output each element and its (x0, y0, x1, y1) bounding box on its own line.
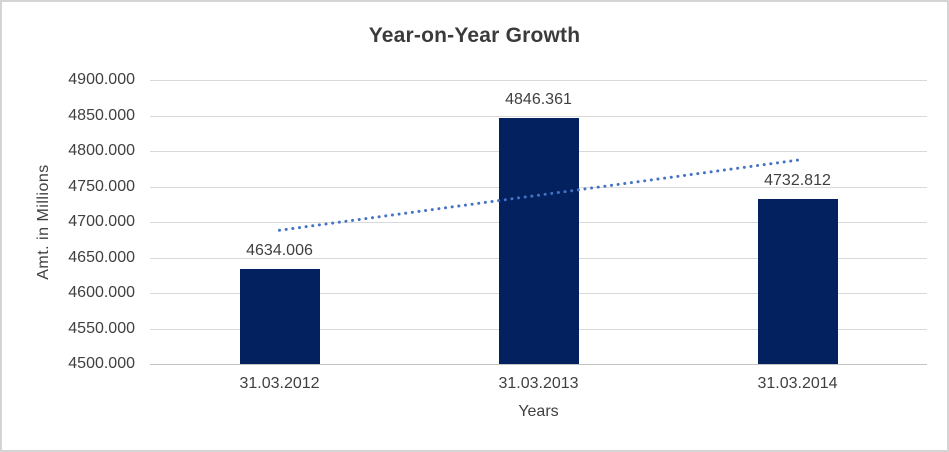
y-tick-label: 4900.000 (68, 71, 135, 88)
x-tick-label: 31.03.2012 (239, 375, 320, 392)
x-tick-label: 31.03.2014 (757, 375, 838, 392)
bar (498, 118, 579, 364)
gridline (150, 80, 927, 81)
chart-title: Year-on-Year Growth (368, 24, 581, 47)
y-tick-label: 4650.000 (68, 248, 135, 266)
y-tick-label: 4700.000 (68, 213, 135, 230)
y-tick-label: 4850.000 (68, 106, 135, 124)
bar (757, 198, 838, 364)
bar-data-label: 4732.812 (764, 171, 831, 189)
y-tick-label: 4750.000 (68, 177, 135, 195)
bar (239, 268, 320, 364)
y-tick-label: 4500.000 (68, 355, 135, 372)
y-tick-label: 4550.000 (68, 319, 135, 337)
y-tick-label: 4600.000 (68, 284, 135, 301)
x-axis-title: Years (518, 403, 559, 420)
gridline (150, 115, 927, 117)
plot-area (150, 80, 927, 365)
y-tick-label: 4800.000 (68, 142, 135, 159)
x-axis-line (150, 364, 927, 365)
bar-data-label: 4846.361 (505, 91, 572, 109)
bar-data-label: 4634.006 (246, 241, 313, 259)
x-tick-label: 31.03.2013 (498, 375, 579, 392)
